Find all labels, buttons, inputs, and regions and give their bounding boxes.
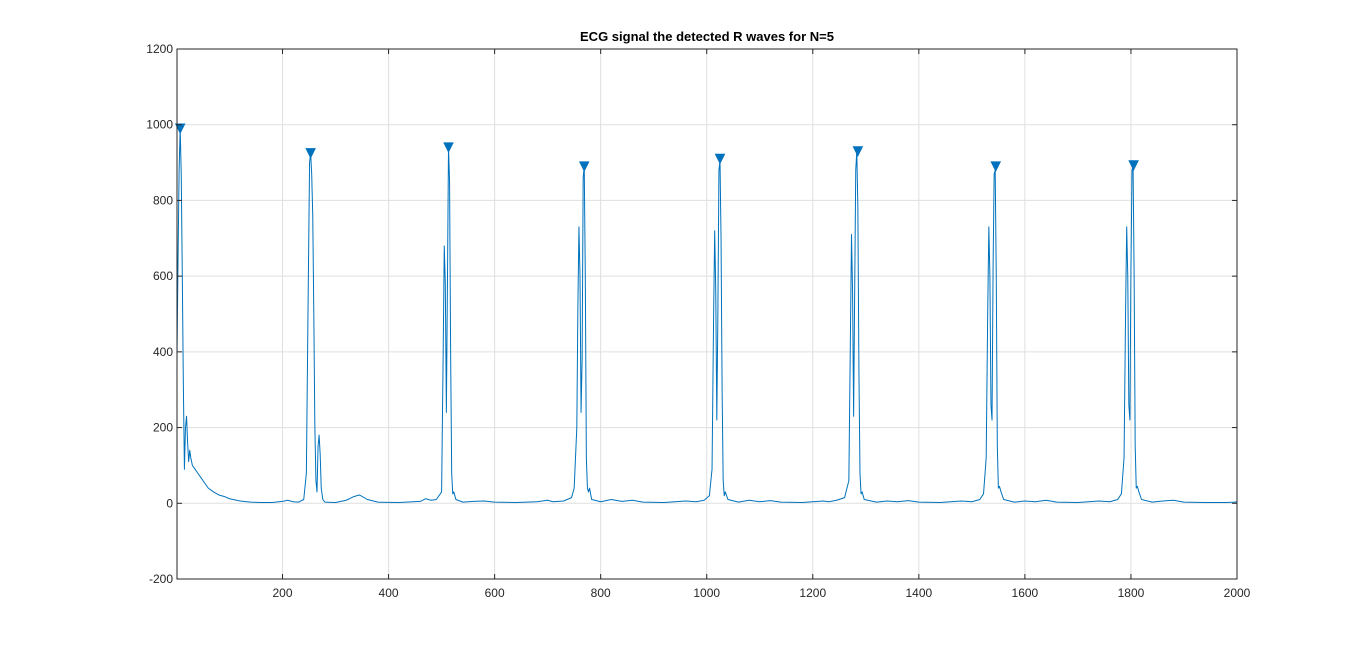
r-wave-marker-1 (305, 148, 316, 159)
x-tick-label-6: 1400 (905, 586, 932, 600)
y-tick-label-2: 200 (153, 421, 173, 435)
x-tick-label-5: 1200 (799, 586, 826, 600)
x-tick-label-7: 1600 (1012, 586, 1039, 600)
y-tick-label-0: -200 (149, 572, 173, 586)
x-tick-label-8: 1800 (1118, 586, 1145, 600)
r-wave-marker-5 (852, 146, 864, 157)
x-tick-label-4: 1000 (693, 586, 720, 600)
r-wave-marker-4 (714, 153, 726, 165)
y-tick-label-1: 0 (166, 496, 173, 510)
y-tick-label-4: 600 (153, 269, 173, 283)
x-tick-label-0: 200 (273, 586, 293, 600)
x-tick-label-9: 2000 (1224, 586, 1251, 600)
y-tick-label-7: 1200 (146, 42, 173, 56)
tick-labels: 200 400 600 800 1000 1200 1400 1600 1800 2000-200… (146, 42, 1250, 600)
x-tick-label-2: 600 (485, 586, 505, 600)
r-wave-marker-3 (578, 161, 590, 172)
y-tick-label-5: 800 (153, 193, 173, 207)
y-tick-label-3: 400 (153, 345, 173, 359)
data-layer (174, 123, 1238, 504)
r-wave-marker-7 (1128, 160, 1139, 171)
axes (176, 48, 1238, 580)
x-tick-label-1: 400 (379, 586, 399, 600)
ecg-signal-line (176, 128, 1238, 504)
chart-title: ECG signal the detected R waves for N=5 (580, 29, 834, 44)
r-wave-marker-0 (174, 123, 186, 135)
x-tick-label-3: 800 (591, 586, 611, 600)
r-wave-marker-6 (990, 161, 1002, 172)
r-wave-marker-2 (443, 142, 454, 154)
y-tick-label-6: 1000 (146, 118, 173, 132)
